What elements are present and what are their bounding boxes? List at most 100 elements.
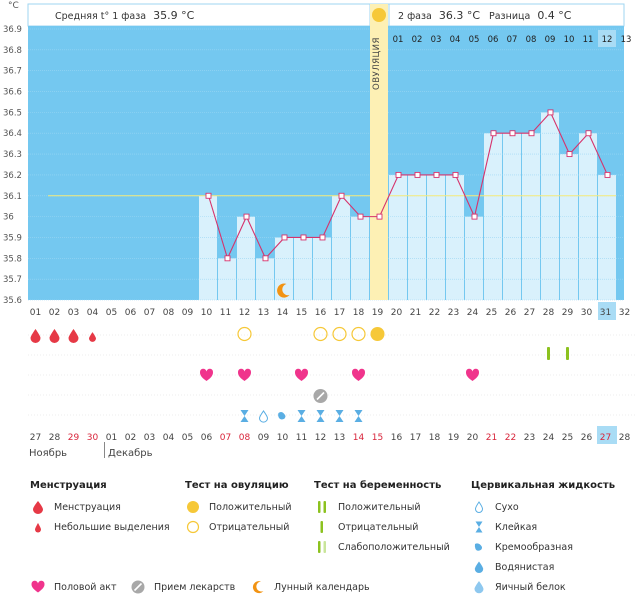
legend-fluid-sticky-label: Клейкая (495, 521, 538, 533)
cycle-day-number: 22 (429, 308, 440, 318)
legend-fluid-eggwhite-label: Яичный белок (495, 581, 566, 593)
month-label-november: Ноябрь (29, 448, 68, 459)
calendar-date: 18 (429, 433, 441, 443)
calendar-date: 12 (315, 433, 326, 443)
y-tick-label: 36.4 (3, 129, 22, 139)
ovulation-test-negative-icon (313, 326, 328, 342)
legend-pregnancy-positive-label: Положительный (338, 501, 421, 513)
calendar-date: 07 (220, 433, 231, 443)
cycle-day-label: 03 (431, 35, 442, 45)
phase2-summary: 2 фаза 36.3 °C (398, 9, 480, 22)
cycle-day-number: 12 (239, 308, 250, 318)
legend-fluid-sticky: Клейкая (471, 520, 615, 534)
phase2-label: 2 фаза (398, 11, 432, 22)
temperature-point (604, 171, 611, 178)
weak-double-bar-icon (318, 541, 326, 553)
y-tick-label: 36.8 (3, 46, 22, 56)
difference-value: 0.4 °C (537, 9, 572, 22)
temperature-bar (294, 237, 312, 300)
legend-pregnancy-weak: Слабоположительный (314, 540, 450, 554)
legend-fluid-title: Цервикальная жидкость (471, 480, 616, 491)
creamy-fluid-icon (278, 412, 286, 420)
calendar-date: 05 (182, 433, 193, 443)
cycle-day-number: 15 (296, 308, 307, 318)
legend-ovulation-positive: Положительный (185, 500, 292, 514)
y-tick-label: 36.7 (3, 67, 22, 77)
creamy-drop-icon (474, 543, 483, 551)
y-tick-label: 35.9 (3, 233, 22, 243)
temperature-point (262, 255, 269, 262)
dry-fluid-icon (258, 410, 269, 423)
cycle-day-number: 17 (334, 308, 345, 318)
legend-fluid-eggwhite: Яичный белок (471, 580, 615, 594)
calendar-date: 27 (600, 433, 611, 443)
cycle-day-number: 02 (49, 308, 60, 318)
legend-pregnancy-weak-label: Слабоположительный (338, 541, 450, 553)
small-blood-drop-icon (89, 332, 96, 342)
y-tick-label: 35.7 (3, 275, 22, 285)
cycle-day-number: 07 (144, 308, 155, 318)
legend-pregnancy-negative-label: Отрицательный (338, 521, 419, 533)
calendar-date: 24 (543, 433, 555, 443)
cycle-day-number: 04 (87, 308, 99, 318)
legend-menstruation-label: Менструация (54, 501, 121, 513)
ovulation-test-positive-icon (370, 327, 385, 341)
temperature-point (205, 192, 212, 199)
calendar-date: 17 (410, 433, 421, 443)
cycle-day-label: 05 (469, 35, 480, 45)
legend-intercourse: Половой акт (30, 580, 117, 594)
dry-drop-icon (474, 501, 484, 513)
calendar-date: 03 (144, 433, 155, 443)
legend-menstruation: Менструация Менструация Небольшие выделе… (30, 480, 170, 534)
temperature-point (414, 171, 421, 178)
cycle-day-label: 06 (488, 35, 499, 45)
cycle-day-number: 08 (163, 308, 175, 318)
egg-white-drop-icon (474, 581, 484, 594)
y-tick-label: 36 (3, 213, 14, 223)
legend-ovulation-negative: Отрицательный (185, 520, 292, 534)
calendar-date: 10 (277, 433, 289, 443)
calendar-date: 20 (467, 433, 479, 443)
pill-icon (131, 580, 145, 594)
phase1-value: 35.9 °C (153, 9, 195, 22)
calendar-date: 23 (524, 433, 535, 443)
sticky-fluid-icon (297, 410, 306, 422)
temperature-point (357, 213, 364, 220)
temperature-point (471, 213, 478, 220)
legend-ovulation-positive-label: Положительный (209, 501, 292, 513)
legend-pregnancy-test-title: Тест на беременность (314, 480, 442, 491)
cycle-day-label: 08 (526, 35, 537, 45)
cycle-day-number: 09 (182, 308, 194, 318)
calendar-date: 25 (562, 433, 573, 443)
sticky-fluid-icon (335, 410, 344, 422)
cycle-day-number: 01 (30, 308, 41, 318)
calendar-date: 13 (334, 433, 345, 443)
heart-icon (294, 368, 309, 381)
y-tick-label: 36.1 (3, 192, 22, 202)
legend-cervical-fluid: Цервикальная жидкость Сухо Клейкая Кремо… (471, 480, 615, 594)
y-tick-label: 36.5 (3, 108, 22, 118)
month-label-december: Декабрь (108, 448, 153, 459)
heart-icon (237, 368, 252, 381)
today-day-highlight (598, 302, 616, 320)
legend-pregnancy-negative: Отрицательный (314, 520, 450, 534)
ovulation-test-negative-icon (351, 326, 366, 342)
legend-fluid-dry: Сухо (471, 500, 615, 514)
temperature-point (566, 151, 573, 158)
filled-circle-icon (187, 501, 199, 513)
calendar-date: 01 (106, 433, 117, 443)
legend-intercourse-label: Половой акт (54, 581, 117, 593)
cycle-day-label: 10 (564, 35, 575, 45)
legend-ovulation-test: Тест на овуляцию Положительный Отрицател… (185, 480, 292, 534)
legend-fluid-watery-label: Водянистая (495, 561, 555, 573)
current-day-highlight (598, 30, 616, 47)
cycle-day-number: 19 (372, 308, 384, 318)
phase1-label: Средняя t° 1 фаза (55, 11, 147, 22)
calendar-date: 02 (125, 433, 136, 443)
cycle-day-label: 09 (545, 35, 556, 45)
calendar-date: 29 (68, 433, 80, 443)
cycle-day-number: 16 (315, 308, 327, 318)
cycle-day-number: 23 (448, 308, 459, 318)
y-tick-label: 35.8 (3, 254, 22, 264)
watery-drop-icon (474, 561, 484, 573)
